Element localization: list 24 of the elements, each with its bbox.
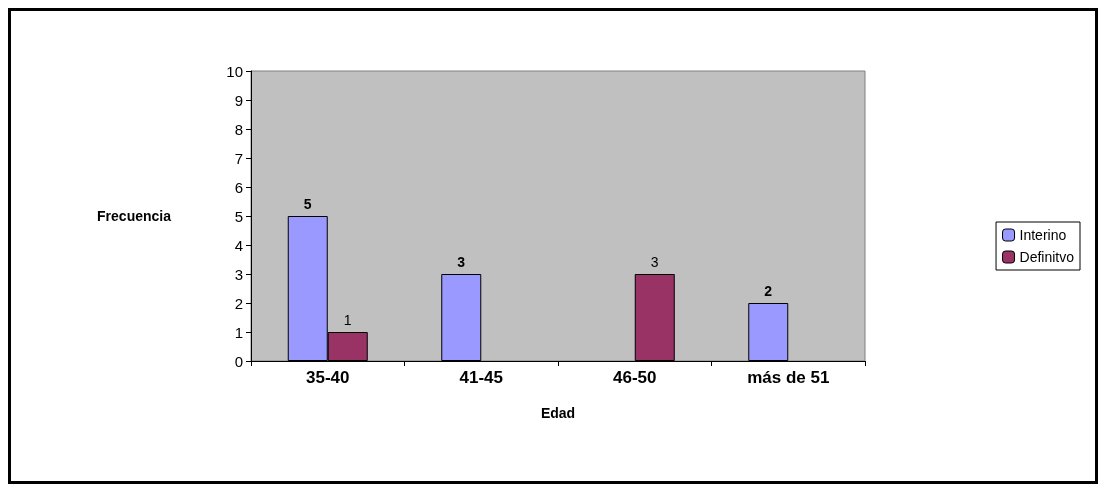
x-tick-label: más de 51 bbox=[747, 368, 830, 387]
x-tick-label: 41-45 bbox=[459, 368, 503, 387]
x-tick-label: 35-40 bbox=[306, 368, 350, 387]
x-tick-label: 46-50 bbox=[613, 368, 657, 387]
y-tick-label: 8 bbox=[234, 120, 243, 138]
y-tick-label: 7 bbox=[234, 149, 243, 167]
y-tick-label: 0 bbox=[234, 352, 243, 370]
y-axis-title: Frecuencia bbox=[97, 208, 172, 224]
y-tick-label: 2 bbox=[234, 294, 243, 312]
data-label: 3 bbox=[650, 254, 659, 270]
data-label: 3 bbox=[457, 254, 466, 270]
x-axis-title: Edad bbox=[540, 405, 576, 421]
legend-label: Definitvo bbox=[1019, 249, 1075, 265]
y-tick-label: 1 bbox=[234, 323, 243, 341]
y-tick-label: 9 bbox=[234, 91, 243, 109]
y-tick-label: 10 bbox=[226, 62, 243, 80]
y-tick-label: 4 bbox=[234, 236, 243, 254]
data-label: 5 bbox=[303, 196, 312, 212]
y-tick-label: 5 bbox=[234, 207, 243, 225]
data-label: 2 bbox=[764, 283, 773, 299]
data-label: 1 bbox=[343, 312, 352, 328]
legend-label: Interino bbox=[1019, 227, 1067, 243]
y-tick-label: 3 bbox=[234, 265, 243, 283]
y-tick-label: 6 bbox=[234, 178, 243, 196]
